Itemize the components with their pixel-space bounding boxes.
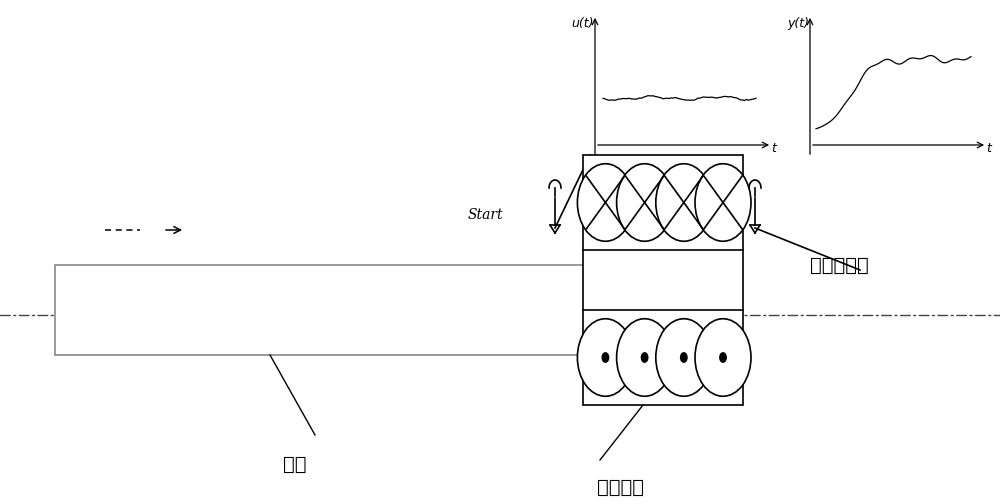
Text: t: t [987, 143, 991, 156]
Ellipse shape [617, 164, 673, 241]
Text: 工件: 工件 [283, 455, 307, 474]
Bar [55, 265, 590, 355]
Text: t: t [772, 143, 776, 156]
Ellipse shape [695, 319, 751, 396]
Ellipse shape [719, 352, 727, 363]
Text: 红外测温仪: 红外测温仪 [810, 256, 869, 275]
Text: Start: Start [468, 208, 504, 222]
Ellipse shape [695, 164, 751, 241]
Text: y(t): y(t) [787, 17, 809, 30]
Text: 感应电炉: 感应电炉 [596, 478, 644, 497]
Bar [583, 155, 743, 405]
Ellipse shape [577, 164, 633, 241]
Ellipse shape [601, 352, 609, 363]
Ellipse shape [656, 319, 712, 396]
Ellipse shape [617, 319, 673, 396]
Ellipse shape [577, 319, 633, 396]
Text: u(t): u(t) [572, 17, 594, 30]
Ellipse shape [680, 352, 688, 363]
Ellipse shape [641, 352, 649, 363]
Ellipse shape [656, 164, 712, 241]
